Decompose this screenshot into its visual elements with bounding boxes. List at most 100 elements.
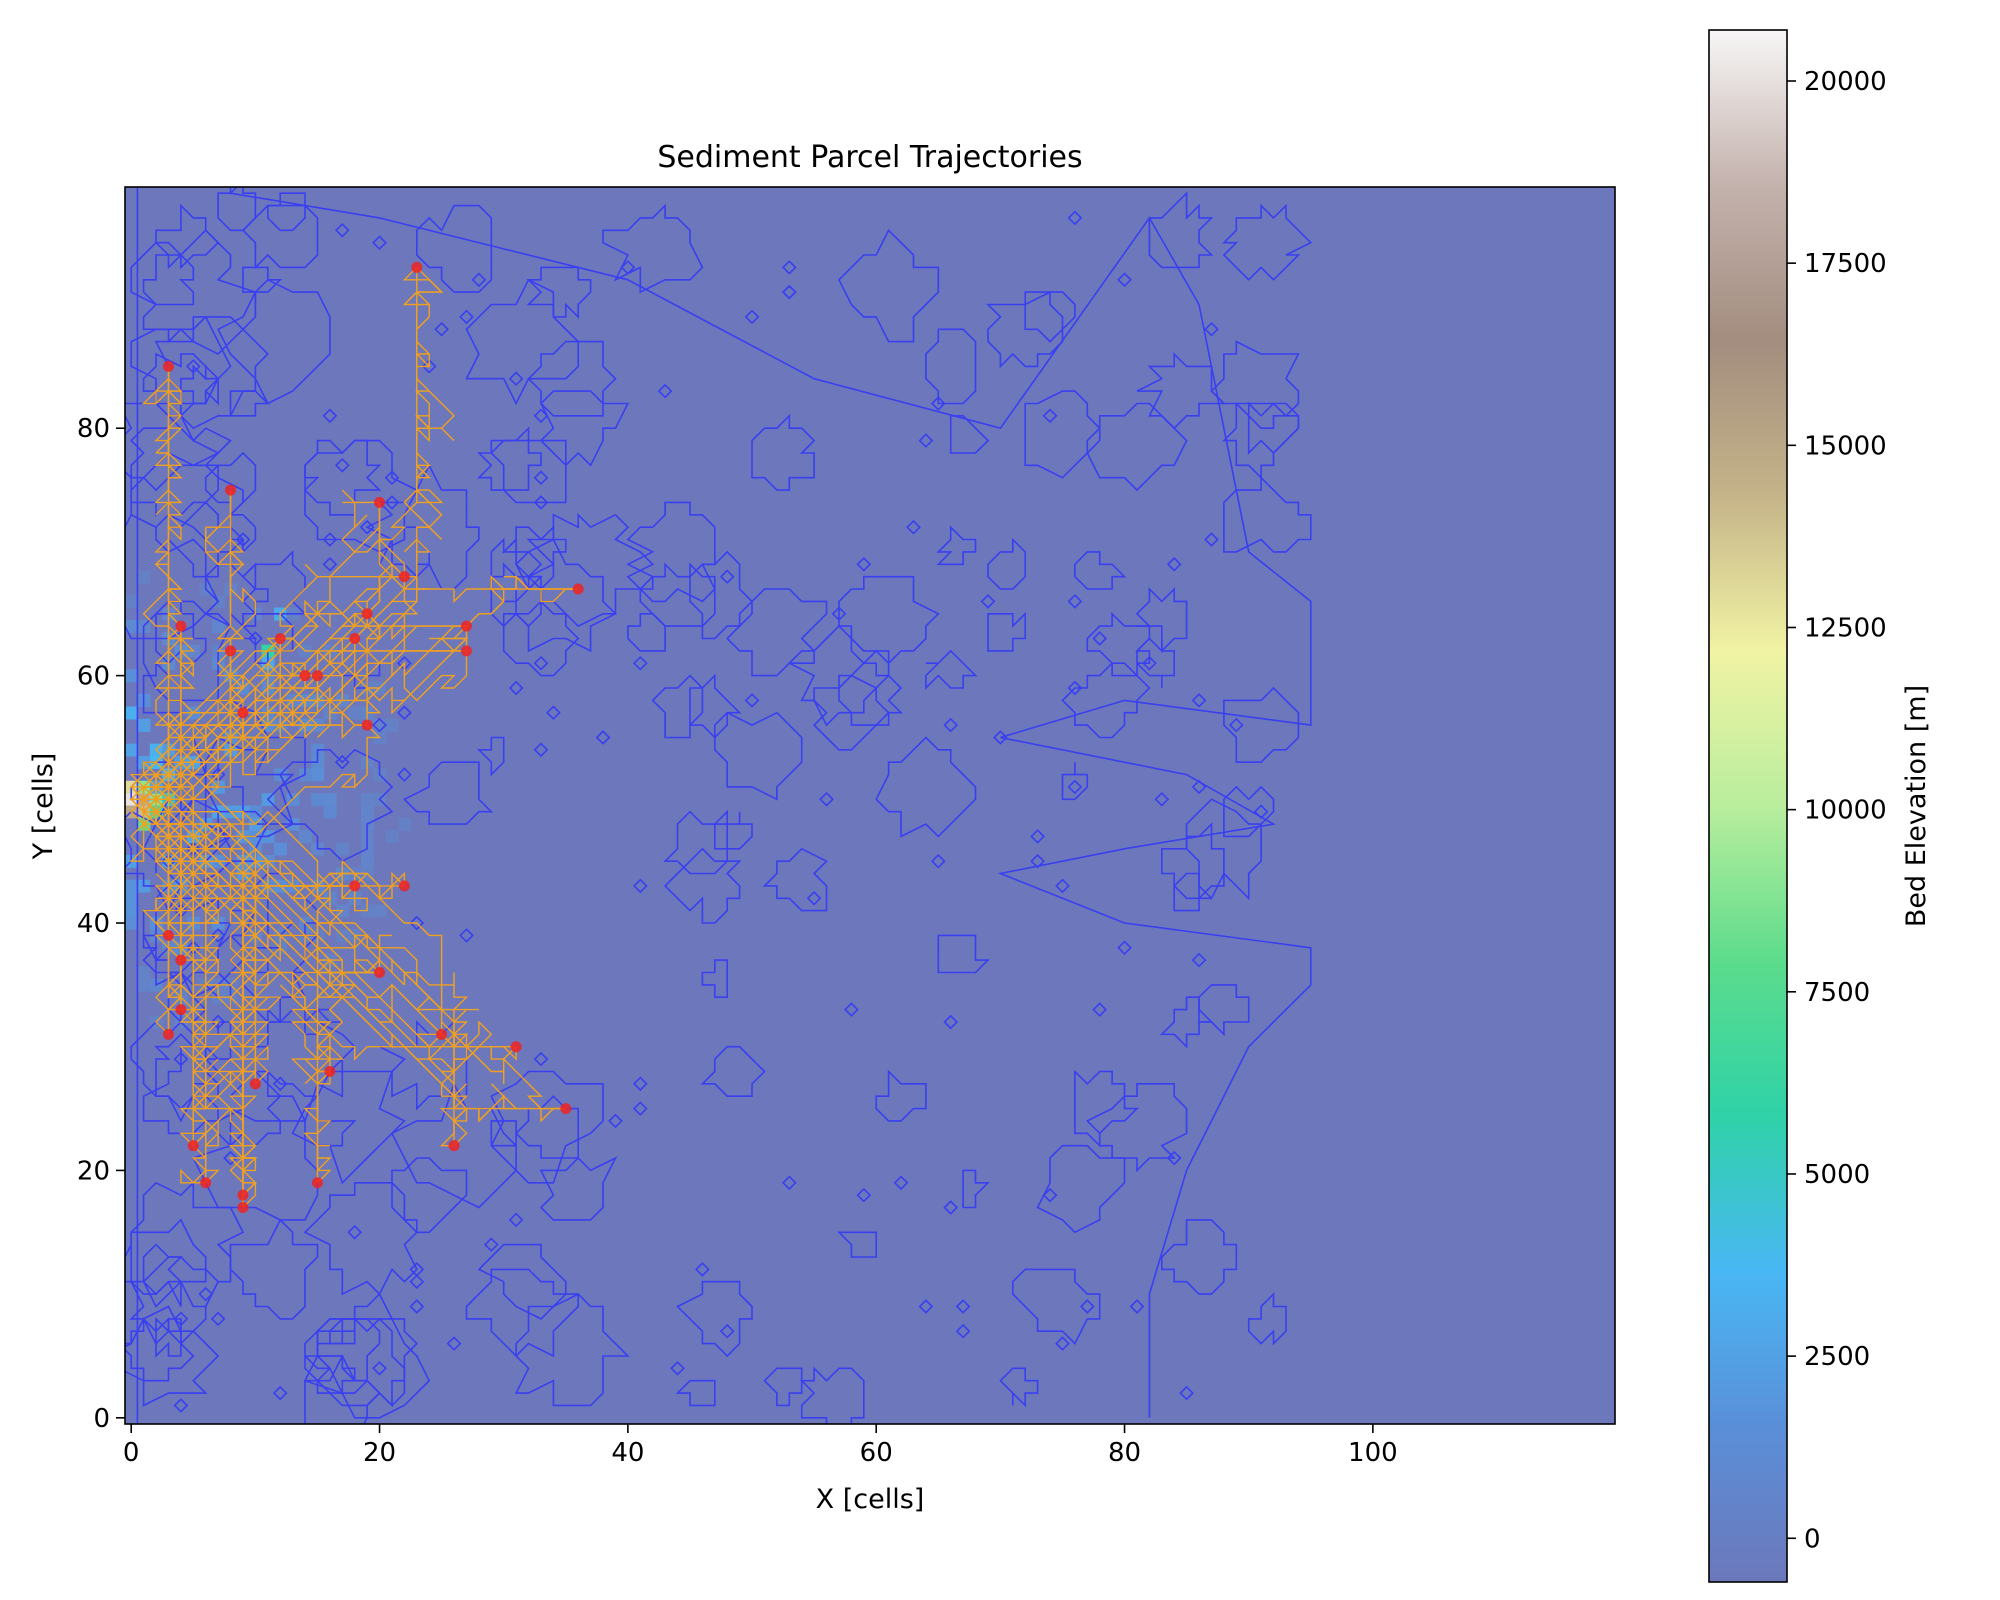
contour-line	[1204, 321, 1219, 337]
contour-line	[751, 413, 816, 491]
contour-line	[719, 1323, 735, 1339]
colorbar-tick-label: 17500	[1804, 249, 1887, 279]
contour-line	[1030, 853, 1045, 869]
parcel-endpoint	[162, 1028, 174, 1040]
parcel-endpoint	[460, 620, 472, 632]
contour-line	[217, 187, 257, 232]
contour-line	[806, 890, 822, 906]
contour-line	[210, 1014, 226, 1030]
contour-line	[533, 742, 549, 758]
parcel-endpoint	[274, 633, 286, 645]
contour-line	[1223, 686, 1300, 764]
contour-line	[129, 1256, 220, 1345]
contour-line	[987, 611, 1026, 652]
x-tick-label: 60	[860, 1438, 893, 1468]
contour-line	[1036, 1144, 1126, 1234]
contour-line	[1179, 1385, 1194, 1401]
contour-line	[651, 674, 704, 739]
parcel-endpoint	[162, 360, 174, 372]
contour-line	[632, 1076, 648, 1092]
parcel-endpoint	[398, 571, 410, 583]
contour-line	[125, 1316, 195, 1382]
contour-line	[856, 1187, 872, 1203]
elevation-cell	[137, 966, 151, 980]
x-tick-label: 80	[1108, 1438, 1141, 1468]
contour-line	[918, 1299, 934, 1314]
contour-line	[533, 655, 549, 671]
contour-line	[1067, 779, 1083, 795]
contour-line	[1228, 717, 1244, 733]
elevation-cell	[125, 916, 138, 930]
contour-line	[210, 1311, 226, 1327]
colorbar-tick-label: 2500	[1804, 1342, 1870, 1372]
colorbar-tick-label: 7500	[1804, 978, 1870, 1008]
contour-line	[949, 414, 990, 454]
contour-line	[304, 1355, 356, 1394]
parcel-endpoint	[374, 496, 386, 508]
contour-line	[235, 532, 251, 547]
parcel-endpoint	[560, 1103, 572, 1115]
y-tick-label: 60	[77, 662, 110, 692]
elevation-cell	[137, 978, 151, 992]
contour-line	[1135, 587, 1188, 653]
contour-line	[1061, 762, 1089, 801]
x-tick-label: 100	[1348, 1438, 1398, 1468]
contour-line	[837, 1231, 878, 1258]
contour-line	[812, 674, 890, 751]
contour-line	[787, 624, 890, 727]
contour-line	[925, 328, 977, 405]
elevation-cell	[125, 879, 138, 893]
contour-line	[719, 569, 735, 584]
contour-line	[856, 556, 872, 572]
contour-line	[415, 204, 493, 293]
contour-line	[508, 1212, 524, 1228]
contour-line	[409, 1299, 425, 1314]
contour-line	[334, 457, 350, 473]
contour-line	[1074, 551, 1127, 590]
contour-line	[322, 408, 338, 424]
contour-line	[930, 396, 946, 411]
parcel-endpoint	[374, 966, 386, 978]
elevation-cell	[125, 595, 138, 609]
parcel-endpoint	[398, 880, 410, 892]
contour-line	[925, 649, 978, 690]
parcel-endpoint	[187, 1140, 199, 1152]
colorbar-gradient	[1709, 30, 1787, 1582]
contour-line	[546, 705, 561, 721]
x-axis-label: X [cells]	[816, 1484, 925, 1515]
contour-line	[1067, 680, 1083, 696]
elevation-cell	[323, 793, 337, 806]
contour-line	[539, 1156, 618, 1221]
elevation-cell	[385, 830, 399, 844]
contour-line	[1067, 594, 1083, 609]
parcel-endpoint	[225, 484, 237, 496]
contour-line	[602, 203, 704, 294]
elevation-cell	[360, 793, 374, 806]
contour-line	[1030, 829, 1045, 844]
contour-line	[446, 1336, 462, 1351]
x-tick-label: 20	[363, 1438, 396, 1468]
contour-line	[781, 260, 797, 275]
contour-line	[695, 1262, 710, 1277]
contour-line	[539, 390, 630, 467]
contour-line	[918, 433, 934, 448]
contour-line	[471, 272, 487, 288]
parcel-endpoint	[349, 880, 361, 892]
contour-line	[1136, 637, 1175, 688]
contour-line	[999, 1367, 1039, 1408]
contour-line	[838, 662, 903, 726]
contour-line	[1223, 475, 1312, 553]
y-axis: 0 20 40 60 80	[77, 414, 125, 1434]
contour-line	[421, 359, 437, 374]
contour-line	[502, 600, 580, 677]
contour-line	[409, 1274, 425, 1290]
elevation-cell	[336, 842, 349, 856]
contour-line	[670, 1361, 685, 1376]
parcel-endpoint	[237, 1202, 249, 1214]
contour-line	[533, 1051, 549, 1067]
contour-line	[125, 402, 220, 492]
contour-line	[663, 810, 729, 875]
contour-line	[125, 1305, 220, 1407]
plot-area	[124, 186, 1616, 1425]
